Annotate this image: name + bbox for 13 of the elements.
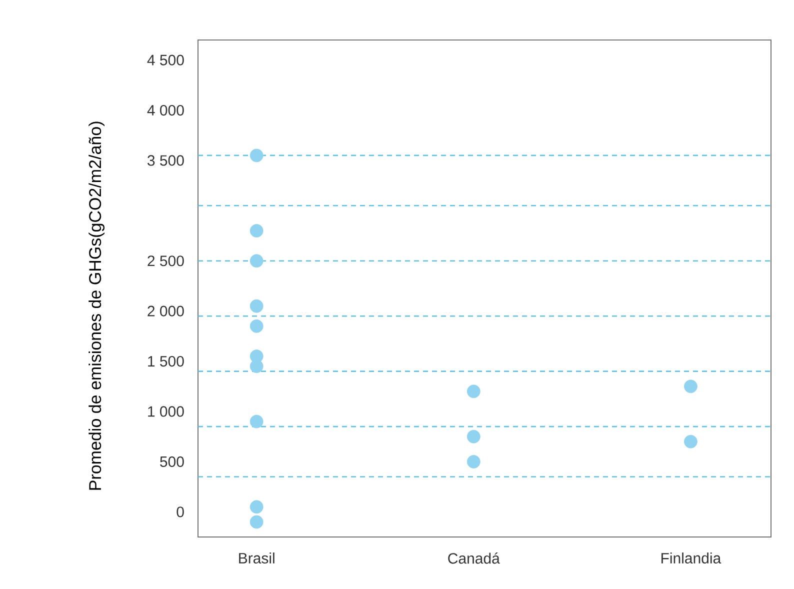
y-tick-label: 0 <box>176 506 184 518</box>
x-tick-label: Canadá <box>448 552 500 564</box>
y-tick-label: 1 500 <box>148 356 184 367</box>
y-tick-label: 500 <box>160 456 184 467</box>
y-tick-label: 3 500 <box>148 155 184 166</box>
y-tick-label: 1 000 <box>148 406 184 417</box>
y-tick-label: 4 500 <box>147 54 184 66</box>
x-tick-label: Finlandia <box>661 552 722 564</box>
y-tick-label: 2 500 <box>148 256 184 266</box>
x-tick-label: Brasil <box>239 552 274 564</box>
y-tick-label: 4 000 <box>147 104 184 116</box>
y-tick-label: 2 000 <box>148 306 184 316</box>
y-axis-title: Promedio de emisiones de GHGs(gCO2/m2/año) <box>88 122 104 490</box>
